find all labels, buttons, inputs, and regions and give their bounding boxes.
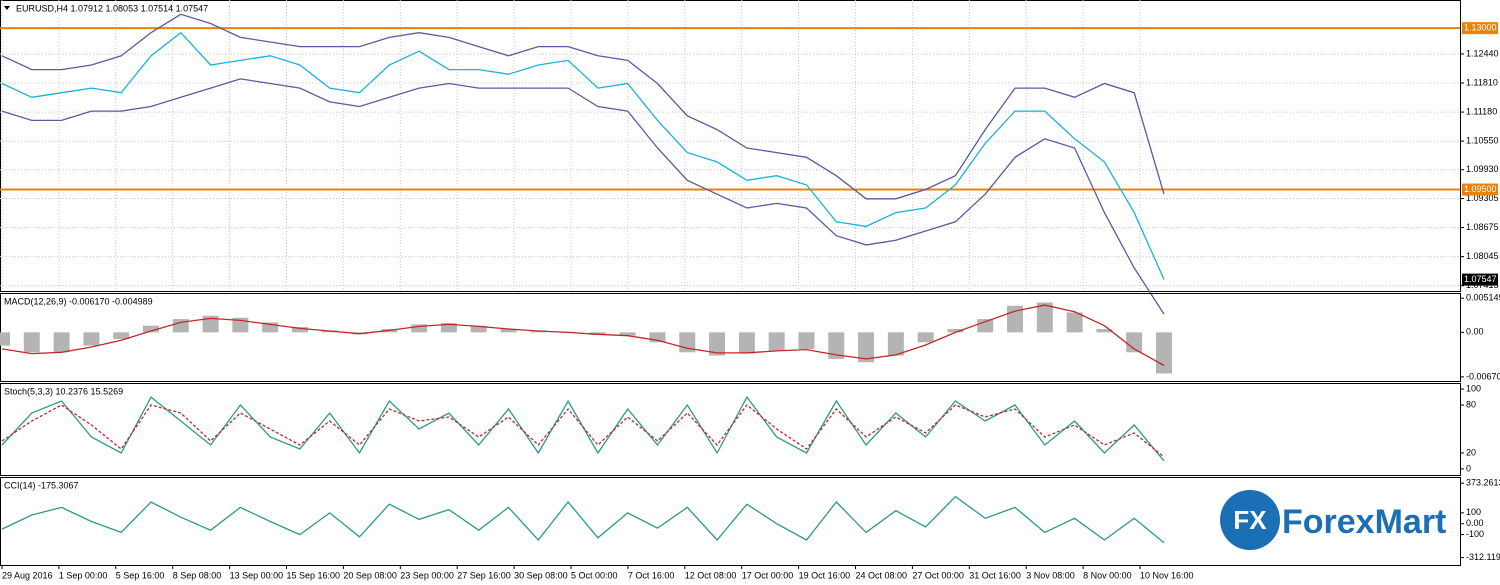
- y-tick-label: 100: [1466, 383, 1481, 393]
- last-price-tag: [1462, 273, 1498, 286]
- histogram-bar: [649, 332, 666, 343]
- x-tick-label: 5 Oct 00:00: [571, 570, 618, 580]
- series-line: [1, 304, 1165, 367]
- histogram-bar: [1126, 332, 1143, 353]
- histogram-bar: [500, 329, 517, 333]
- histogram-bar: [709, 332, 726, 356]
- y-tick-label: 0: [1466, 463, 1471, 473]
- y-tick-label: 373.2613: [1466, 478, 1500, 488]
- histogram-bar: [1156, 332, 1172, 374]
- histogram-bar: [917, 332, 934, 343]
- x-tick-label: 1 Sep 00:00: [59, 570, 108, 580]
- histogram-bar: [0, 332, 10, 346]
- last-price-label: 1.07547: [1464, 274, 1497, 284]
- histogram-bar: [858, 332, 875, 363]
- histogram-bar: [1066, 312, 1083, 333]
- y-tick-label: 80: [1466, 399, 1476, 409]
- histogram-bar: [828, 332, 845, 359]
- y-tick-label: 1.12440: [1466, 48, 1499, 58]
- series-line: [1, 495, 1165, 544]
- x-tick-label: 10 Nov 16:00: [1140, 570, 1194, 580]
- histogram-bar: [619, 332, 636, 336]
- series-line: [1, 31, 1165, 280]
- series-line: [1, 404, 1165, 458]
- histogram-bar: [768, 332, 785, 351]
- histogram-bar: [798, 332, 815, 349]
- x-tick-label: 30 Sep 08:00: [514, 570, 568, 580]
- panel-frame: [0, 0, 1461, 292]
- histogram-bar: [887, 332, 904, 356]
- histogram-bar: [947, 329, 964, 333]
- series-line: [1, 78, 1165, 315]
- histogram-bar: [262, 322, 279, 333]
- x-tick-label: 23 Sep 00:00: [400, 570, 454, 580]
- x-tick-label: 29 Aug 2016: [2, 570, 53, 580]
- x-tick-label: 13 Sep 00:00: [230, 570, 284, 580]
- y-tick-label: 0.00: [1466, 518, 1484, 528]
- logo-text: ForexMart: [1282, 503, 1446, 541]
- y-tick-label: 0.00: [1466, 327, 1484, 337]
- y-tick-label: -0.006709: [1466, 371, 1500, 381]
- panel-frame: [0, 477, 1461, 566]
- level-tag: [1462, 183, 1498, 196]
- x-tick-label: 8 Sep 08:00: [173, 570, 222, 580]
- histogram-bar: [53, 332, 70, 353]
- histogram-bar: [142, 325, 159, 333]
- x-tick-label: 5 Sep 16:00: [116, 570, 165, 580]
- x-tick-label: 27 Sep 16:00: [457, 570, 511, 580]
- panel-title: EURUSD,H4 1.07912 1.08053 1.07514 1.0754…: [16, 3, 208, 13]
- x-tick-label: 15 Sep 16:00: [287, 570, 341, 580]
- logo-mark: FX: [1233, 505, 1267, 535]
- histogram-bar: [411, 324, 428, 333]
- y-tick-label: -312.1196: [1466, 552, 1500, 562]
- level-tag: [1462, 22, 1498, 35]
- y-tick-label: 1.10550: [1466, 135, 1499, 145]
- histogram-bar: [1096, 329, 1113, 333]
- y-tick-label: 1.09305: [1466, 193, 1499, 203]
- x-tick-label: 27 Oct 00:00: [912, 570, 964, 580]
- histogram-bar: [83, 332, 100, 346]
- x-tick-label: 8 Nov 00:00: [1083, 570, 1132, 580]
- panel-title: CCI(14) -175.3067: [4, 480, 79, 490]
- y-tick-label: 1.11180: [1466, 106, 1497, 116]
- histogram-bar: [1036, 302, 1053, 333]
- histogram-bar: [291, 327, 308, 333]
- y-tick-label: 1.08675: [1466, 222, 1499, 232]
- y-tick-label: 100: [1466, 507, 1481, 517]
- x-tick-label: 17 Oct 00:00: [742, 570, 794, 580]
- y-tick-label: -100: [1466, 529, 1484, 539]
- histogram-bar: [202, 315, 219, 333]
- x-tick-label: 20 Sep 08:00: [343, 570, 397, 580]
- y-tick-label: 0.005149: [1466, 293, 1500, 303]
- y-tick-label: 20: [1466, 447, 1476, 457]
- logo-circle: [1220, 490, 1280, 550]
- histogram-bar: [440, 323, 457, 333]
- x-tick-label: 24 Oct 08:00: [856, 570, 908, 580]
- histogram-bar: [113, 332, 130, 339]
- panel-title: Stoch(5,3,3) 10.2376 15.5269: [4, 386, 123, 396]
- panel-frame: [0, 383, 1461, 476]
- histogram-bar: [23, 332, 40, 353]
- histogram-bar: [738, 332, 755, 354]
- y-tick-label: 1.09930: [1466, 164, 1499, 174]
- level-label: 1.09500: [1464, 184, 1497, 194]
- menu-arrow: [4, 6, 10, 10]
- histogram-bar: [977, 319, 994, 333]
- x-tick-label: 7 Oct 16:00: [628, 570, 675, 580]
- y-tick-label: 1.11810: [1466, 77, 1498, 87]
- x-tick-label: 31 Oct 16:00: [969, 570, 1021, 580]
- series-line: [1, 13, 1165, 200]
- histogram-bar: [470, 325, 487, 333]
- panel-title: MACD(12,26,9) -0.006170 -0.004989: [4, 296, 153, 306]
- x-tick-label: 3 Nov 08:00: [1026, 570, 1075, 580]
- x-tick-label: 12 Oct 08:00: [685, 570, 737, 580]
- logo: FX ForexMart: [1220, 490, 1446, 550]
- x-tick-label: 19 Oct 16:00: [799, 570, 851, 580]
- y-tick-label: 1.08045: [1466, 251, 1499, 261]
- level-label: 1.13000: [1464, 23, 1497, 33]
